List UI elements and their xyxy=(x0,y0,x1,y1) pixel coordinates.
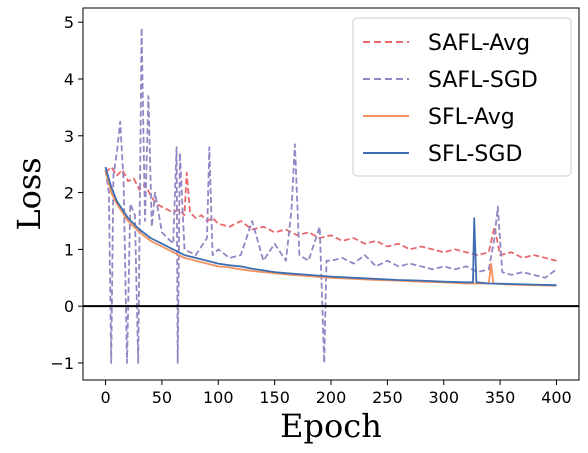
y-tick-label: 4 xyxy=(64,70,74,89)
x-ticks: 0 50 100 150 200 250 300 350 400 xyxy=(100,380,572,407)
series-line-sfl-sgd xyxy=(104,166,557,287)
x-tick-label: 200 xyxy=(316,388,347,407)
y-tick-label: 3 xyxy=(64,127,74,146)
legend: SAFL-Avg SAFL-SGD SFL-Avg SFL-SGD xyxy=(352,17,572,177)
legend-entry-label: SAFL-Avg xyxy=(428,31,530,56)
series-layer xyxy=(104,26,558,364)
y-tick-label: 5 xyxy=(64,13,74,32)
x-axis-label: Epoch xyxy=(280,407,382,445)
x-tick-label: 400 xyxy=(541,388,572,407)
y-tick-label: 1 xyxy=(64,240,74,259)
x-tick-label: 150 xyxy=(259,388,290,407)
x-tick-label: 50 xyxy=(152,388,172,407)
x-tick-label: 350 xyxy=(485,388,516,407)
y-axis-label: Loss xyxy=(10,157,48,230)
x-tick-label: 100 xyxy=(203,388,234,407)
series-line-safl-sgd xyxy=(104,26,558,364)
y-ticks: −1 0 1 2 3 4 5 xyxy=(50,13,83,373)
x-tick-label: 300 xyxy=(428,388,459,407)
y-tick-label: −1 xyxy=(50,354,74,373)
x-tick-label: 250 xyxy=(372,388,403,407)
y-tick-label: 2 xyxy=(64,184,74,203)
series-line-safl-avg xyxy=(104,166,557,262)
legend-entry-label: SAFL-SGD xyxy=(428,68,538,93)
legend-entry-label: SFL-Avg xyxy=(428,105,515,130)
legend-entry-label: SFL-SGD xyxy=(428,142,522,167)
y-tick-label: 0 xyxy=(64,297,74,316)
legend-box xyxy=(352,17,572,177)
x-tick-label: 0 xyxy=(100,388,110,407)
